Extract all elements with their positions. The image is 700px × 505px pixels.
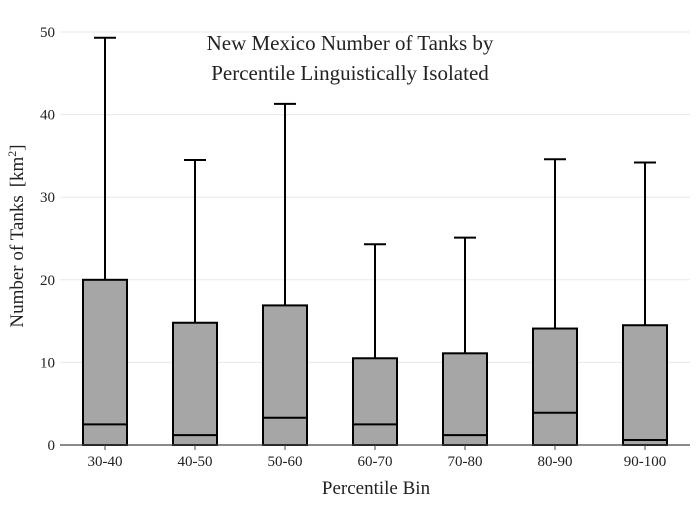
x-tick-label-70-80: 70-80 [448,454,483,470]
y-axis-title-main: Number of Tanks [7,195,28,327]
x-tick-label-60-70: 60-70 [358,454,393,470]
box-rect-40-50 [172,321,218,447]
y-axis-title-unit-exponent: 2 [5,151,19,157]
box-70-80 [442,236,488,446]
box-rect-30-40 [82,278,128,446]
x-axis-ticks: 30-40 40-50 50-60 60-70 70-80 80-90 90-100 [88,445,667,470]
box-40-50 [172,159,218,447]
box-rect-50-60 [262,304,308,446]
y-tick-label-20: 20 [40,273,55,289]
box-60-70 [352,243,398,446]
chart-title-line-2: Percentile Linguistically Isolated [211,61,489,85]
x-axis-title: Percentile Bin [322,478,431,499]
y-axis-ticks: 0 10 20 30 40 50 [40,25,55,454]
chart-title-line-1: New Mexico Number of Tanks by [207,31,494,55]
x-tick-label-50-60: 50-60 [268,454,303,470]
y-axis-title-unit-close: ] [7,144,28,150]
box-rect-70-80 [442,352,488,446]
box-80-90 [532,158,578,446]
x-tick-label-80-90: 80-90 [538,454,573,470]
y-tick-label-40: 40 [40,108,55,124]
x-tick-label-30-40: 30-40 [88,454,123,470]
gridlines [60,31,690,363]
box-rect-60-70 [352,357,398,446]
x-tick-label-40-50: 40-50 [178,454,213,470]
box-rect-90-100 [622,324,668,447]
box-50-60 [262,102,308,446]
y-axis-title-unit: [km [7,156,28,187]
y-tick-label-10: 10 [40,355,55,371]
y-tick-label-30: 30 [40,190,55,206]
y-tick-label-0: 0 [48,438,56,454]
boxes [82,36,668,447]
box-rect-80-90 [532,327,578,446]
x-tick-label-90-100: 90-100 [624,454,667,470]
box-90-100 [622,161,668,447]
y-tick-label-50: 50 [40,25,55,41]
box-30-40 [82,36,128,446]
y-axis-title: Number of Tanks [km2] [5,144,28,327]
